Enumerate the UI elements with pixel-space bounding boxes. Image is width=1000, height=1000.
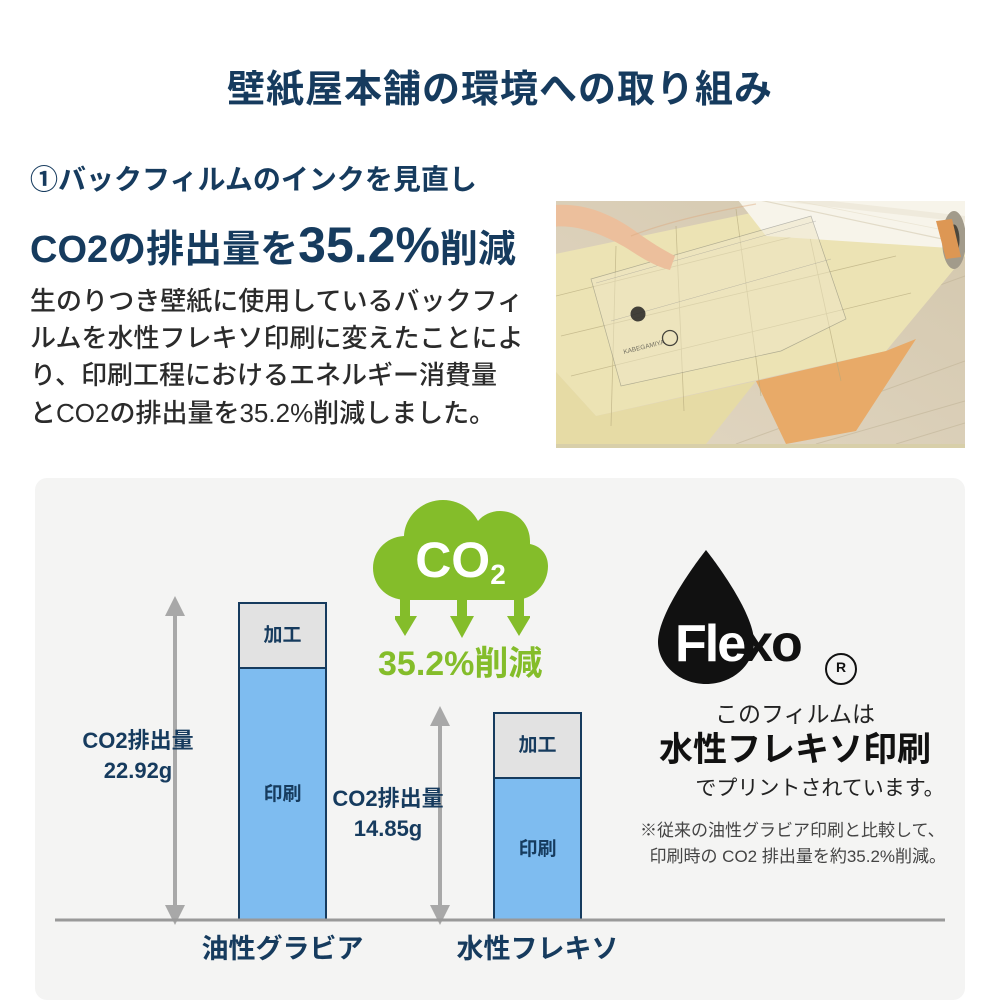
svg-text:水性フレキソ: 水性フレキソ xyxy=(457,934,619,964)
svg-text:印刷: 印刷 xyxy=(518,838,556,860)
svg-text:印刷: 印刷 xyxy=(263,783,301,805)
svg-text:14.85g: 14.85g xyxy=(354,816,423,841)
svg-text:CO2排出量: CO2排出量 xyxy=(332,786,443,811)
svg-text:CO2排出量: CO2排出量 xyxy=(82,728,193,753)
svg-text:油性グラビア: 油性グラビア xyxy=(202,933,364,964)
svg-text:加工: 加工 xyxy=(518,734,556,756)
svg-text:加工: 加工 xyxy=(263,624,301,646)
svg-text:22.92g: 22.92g xyxy=(104,758,173,783)
